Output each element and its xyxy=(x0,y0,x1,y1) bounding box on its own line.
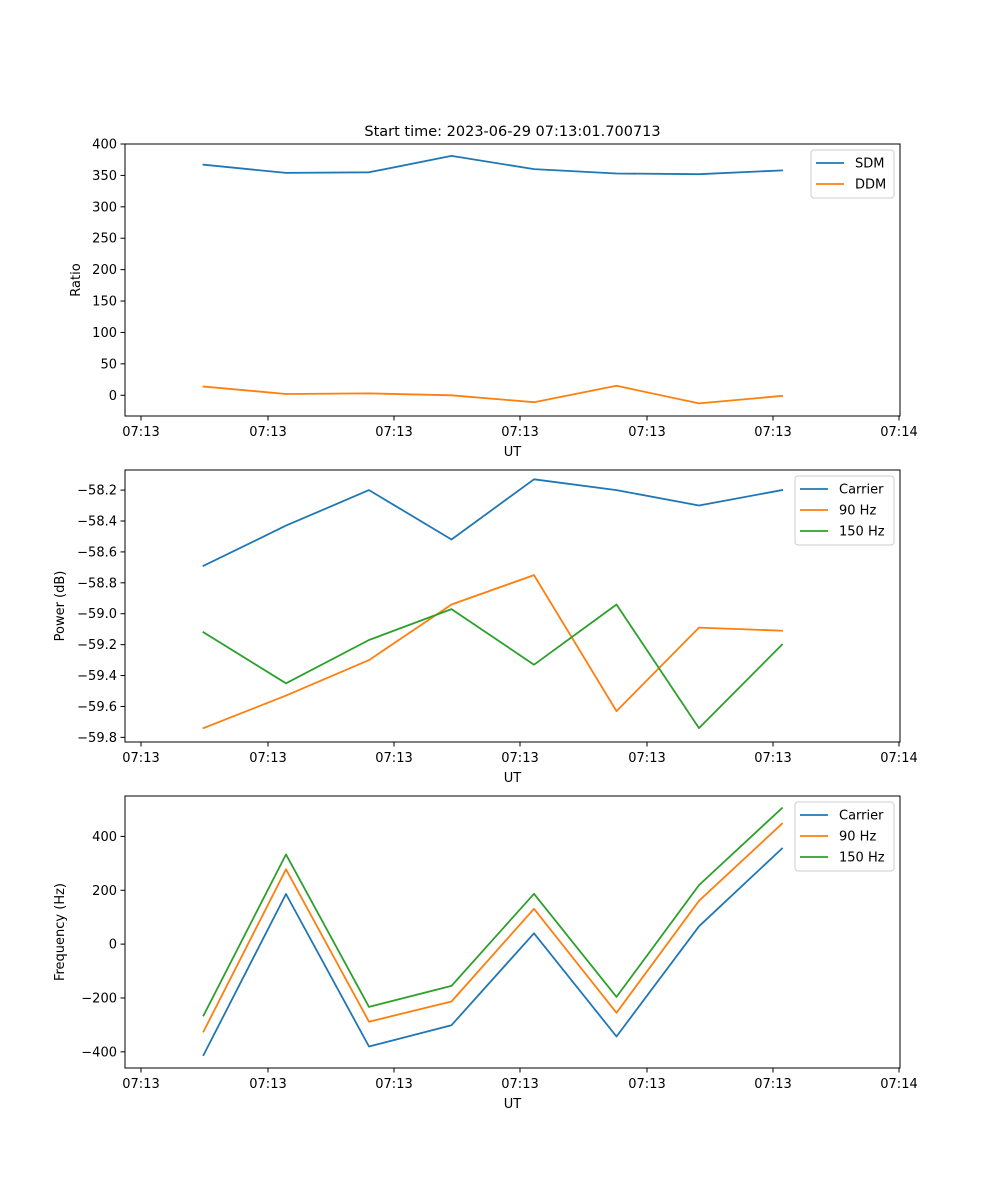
x-tick-label: 07:13 xyxy=(249,425,286,440)
legend: Carrier 90 Hz 150 Hz xyxy=(794,475,895,546)
y-tick-label: −59.2 xyxy=(77,638,117,653)
chart-panel-2: 07:13 07:13 07:13 07:13 07:13 07:13 07:14 −59.8… xyxy=(53,469,918,786)
legend-label: DDM xyxy=(855,178,886,193)
x-axis-label: UT xyxy=(504,445,522,460)
x-tick-label: 07:13 xyxy=(628,425,665,440)
y-tick-label: −58.4 xyxy=(77,515,117,530)
x-tick-label: 07:13 xyxy=(754,425,791,440)
legend-label: 150 Hz xyxy=(839,525,885,540)
x-tick-label: 07:13 xyxy=(375,751,412,766)
y-tick-label: 0 xyxy=(109,389,117,404)
legend: Carrier 90 Hz 150 Hz xyxy=(794,801,895,872)
x-axis-label: UT xyxy=(504,1097,522,1112)
x-tick-label: 07:14 xyxy=(880,1077,917,1092)
axes-frame xyxy=(124,795,901,1069)
legend-label: Carrier xyxy=(839,809,884,824)
x-tick-label: 07:14 xyxy=(880,751,917,766)
x-tick-label: 07:13 xyxy=(501,751,538,766)
chart-panel-3: 07:13 07:13 07:13 07:13 07:13 07:13 07:14 −400 −… xyxy=(53,795,918,1112)
series-line-ddm xyxy=(202,384,783,405)
y-tick-label: 200 xyxy=(92,884,117,899)
y-tick-label: 400 xyxy=(92,830,117,845)
x-tick-label: 07:13 xyxy=(122,1077,159,1092)
legend-label: SDM xyxy=(855,157,884,172)
y-tick-label: 300 xyxy=(92,200,117,215)
y-tick-label: 0 xyxy=(109,938,117,953)
y-tick-label: 150 xyxy=(92,295,117,310)
x-tick-label: 07:13 xyxy=(375,1077,412,1092)
y-axis-label: Ratio xyxy=(69,263,84,296)
series-line-carrier xyxy=(202,847,784,1057)
legend-label: 150 Hz xyxy=(839,851,885,866)
y-tick-label: 250 xyxy=(92,232,117,247)
y-tick-label: −58.8 xyxy=(77,576,117,591)
axes-frame xyxy=(124,469,901,743)
x-tick-label: 07:13 xyxy=(122,425,159,440)
x-tick-label: 07:13 xyxy=(628,1077,665,1092)
y-tick-label: −58.6 xyxy=(77,545,117,560)
legend-box xyxy=(794,801,895,872)
series-line-90-hz xyxy=(202,822,784,1033)
y-tick-label: −59.8 xyxy=(77,731,117,746)
axes-frame xyxy=(124,143,901,417)
y-tick-label: 350 xyxy=(92,169,117,184)
figure-title: Start time: 2023-06-29 07:13:01.700713 xyxy=(364,124,660,140)
series-line-90-hz xyxy=(202,574,783,730)
x-tick-label: 07:13 xyxy=(501,425,538,440)
x-tick-label: 07:13 xyxy=(249,751,286,766)
series-line-150-hz xyxy=(202,806,784,1017)
series-line-sdm xyxy=(202,154,783,176)
x-tick-label: 07:13 xyxy=(628,751,665,766)
x-tick-label: 07:13 xyxy=(375,425,412,440)
x-tick-label: 07:13 xyxy=(754,751,791,766)
x-tick-label: 07:13 xyxy=(501,1077,538,1092)
y-tick-label: −200 xyxy=(81,991,117,1006)
legend: SDM DDM xyxy=(810,149,895,199)
x-tick-label: 07:13 xyxy=(122,751,159,766)
y-tick-label: 100 xyxy=(92,326,117,341)
y-tick-label: −59.0 xyxy=(77,607,117,622)
legend-box xyxy=(794,475,895,546)
x-tick-label: 07:14 xyxy=(880,425,917,440)
y-axis-label: Frequency (Hz) xyxy=(53,883,68,981)
chart-panel-1: 07:13 07:13 07:13 07:13 07:13 07:13 07:14 0 50 10… xyxy=(69,138,918,461)
x-axis-label: UT xyxy=(504,771,522,786)
y-tick-label: −58.2 xyxy=(77,484,117,499)
series-line-150-hz xyxy=(202,603,784,729)
x-tick-label: 07:13 xyxy=(249,1077,286,1092)
y-tick-label: −59.6 xyxy=(77,700,117,715)
y-tick-label: 400 xyxy=(92,138,117,153)
x-tick-label: 07:13 xyxy=(754,1077,791,1092)
y-tick-label: 200 xyxy=(92,263,117,278)
legend-label: 90 Hz xyxy=(839,504,876,519)
y-tick-label: 50 xyxy=(100,357,117,372)
y-tick-label: −59.4 xyxy=(77,669,117,684)
y-tick-label: −400 xyxy=(81,1045,117,1060)
series-line-carrier xyxy=(202,478,784,568)
legend-label: Carrier xyxy=(839,483,884,498)
legend-box xyxy=(810,149,895,199)
y-axis-label: Power (dB) xyxy=(53,571,68,642)
legend-label: 90 Hz xyxy=(839,830,876,845)
